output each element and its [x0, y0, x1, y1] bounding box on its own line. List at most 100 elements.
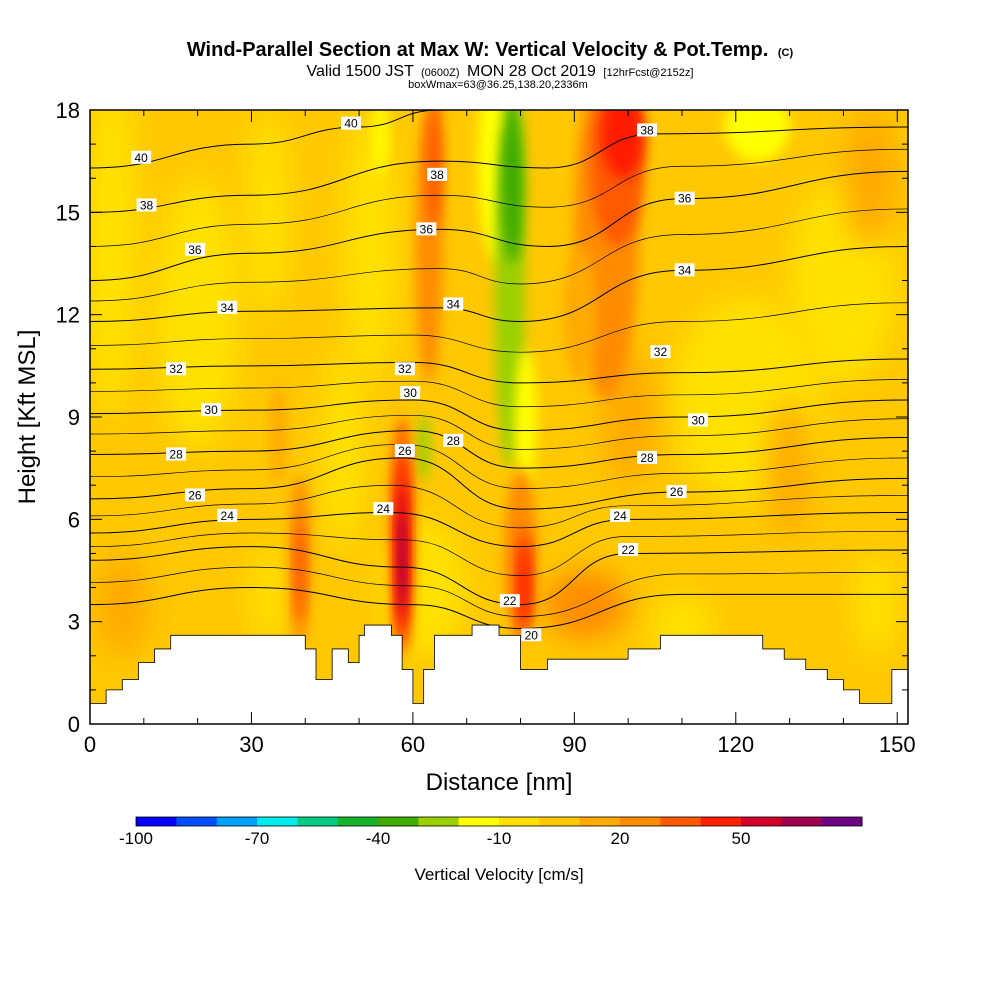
isentrope-line: [90, 530, 908, 576]
velocity-cell: [154, 178, 241, 452]
contour-label: 30: [691, 413, 705, 427]
contour-label-box: [674, 191, 695, 205]
velocity-cell: [843, 110, 898, 247]
contour-label: 30: [404, 386, 418, 400]
contour-label: 34: [221, 301, 235, 315]
y-axis-label: Height [Kft MSL]: [14, 330, 41, 505]
contour-label: 26: [398, 444, 412, 458]
terrain-outline: [90, 624, 908, 724]
x-axis-label: Distance [nm]: [426, 769, 573, 796]
y-tick-label: 12: [56, 303, 80, 328]
isentrope-line: [90, 414, 908, 450]
isentrope-line: [90, 430, 908, 469]
colorbar-ticks: -100 -70 -40 -10 20 50: [119, 829, 750, 848]
y-tick-label: 0: [68, 712, 80, 737]
contour-label-box: [674, 263, 695, 277]
contour-label-box: [184, 242, 205, 256]
contour-label-box: [166, 447, 187, 461]
contour-label: 28: [169, 448, 183, 462]
velocity-cell: [515, 348, 537, 486]
contour-label-box: [499, 594, 520, 608]
contour-label-box: [400, 386, 421, 400]
chart-subtitle-2: boxWmax=63@36.25,138.20,2336m: [408, 79, 588, 91]
velocity-cell: [95, 553, 150, 656]
velocity-cell: [518, 543, 530, 626]
contour-label-box: [394, 362, 415, 376]
isentrope-line: [90, 379, 908, 408]
colorbar-segment: [499, 817, 540, 826]
contour-label-box: [666, 485, 687, 499]
contour-label: 26: [188, 488, 202, 502]
contour-label: 38: [430, 168, 444, 182]
isentrope-line: [90, 148, 908, 247]
title-mark: (C): [778, 47, 794, 59]
isentrope-line: [90, 546, 908, 606]
isentrope-line: [90, 302, 908, 353]
chart-title: Wind-Parallel Section at Max W: Vertical…: [187, 39, 794, 61]
isentrope-line: [90, 208, 908, 302]
colorbar-segment: [257, 817, 298, 826]
y-tick-label: 18: [56, 98, 80, 123]
contour-label: 36: [420, 222, 434, 236]
velocity-cell: [90, 110, 139, 417]
contour-label: 38: [140, 199, 154, 213]
contour-label-box: [636, 450, 657, 464]
colorbar-segment: [741, 817, 782, 826]
contour-label: 28: [640, 451, 654, 465]
contour-label: 34: [447, 297, 461, 311]
velocity-cell: [563, 246, 596, 383]
colorbar-segment: [378, 817, 419, 826]
contour-label-box: [688, 413, 709, 427]
contour-label: 38: [640, 123, 654, 137]
colorbar-segment: [579, 817, 621, 826]
velocity-cell: [601, 110, 645, 179]
y-tick-label: 3: [68, 610, 80, 635]
contour-label-box: [217, 300, 238, 314]
contour-label-box: [394, 444, 415, 458]
colorbar-segment: [418, 817, 460, 826]
velocity-cell: [342, 110, 397, 383]
contour-label-box: [618, 543, 639, 557]
contour-label-box: [373, 502, 394, 516]
colorbar-segment: [539, 817, 581, 826]
contour-label: 40: [344, 117, 358, 131]
x-tick-label: 90: [562, 732, 586, 757]
colorbar-tick-label: 20: [611, 829, 630, 848]
colorbar-tick-label: -10: [487, 829, 512, 848]
contour-label: 28: [447, 434, 461, 448]
contour-label-box: [201, 403, 222, 417]
contour-label: 20: [525, 628, 539, 642]
colorbar-tick-label: -40: [366, 829, 391, 848]
colorbar-segment: [781, 817, 823, 826]
velocity-cell: [725, 110, 790, 162]
x-axis: 0 30 60 90 120 150: [84, 110, 916, 757]
contour-label: 24: [377, 502, 391, 516]
velocity-cell: [246, 110, 290, 315]
velocity-cell: [373, 110, 388, 179]
contour-labels: 40 40 38 38 38 36 36 36 34 34 34 32 32 32 30 30 30 28 28 28…: [131, 116, 709, 642]
isentrope-line: [90, 457, 908, 510]
terrain: [90, 625, 908, 724]
x-tick-label: 0: [84, 732, 96, 757]
colorbar-tick-label: -70: [245, 829, 270, 848]
contour-label-box: [427, 167, 448, 181]
velocity-cell: [768, 399, 812, 537]
isentrope-line: [90, 126, 908, 213]
x-tick-label: 120: [717, 732, 754, 757]
isentrope-line: [90, 484, 908, 529]
colorbar-segment: [337, 817, 379, 826]
colorbar-segment: [620, 817, 661, 826]
velocity-cell: [500, 110, 525, 264]
isentrope-line: [90, 587, 908, 629]
colorbar-segment: [660, 817, 702, 826]
x-tick-label: 30: [239, 732, 263, 757]
contour-label-box: [416, 222, 437, 236]
colorbar-segment: [176, 817, 218, 826]
contour-label: 40: [134, 151, 148, 165]
contour-label-box: [131, 150, 152, 164]
colorbar-label: Vertical Velocity [cm/s]: [414, 865, 583, 884]
velocity-cell: [542, 570, 629, 639]
y-tick-label: 15: [56, 200, 80, 225]
